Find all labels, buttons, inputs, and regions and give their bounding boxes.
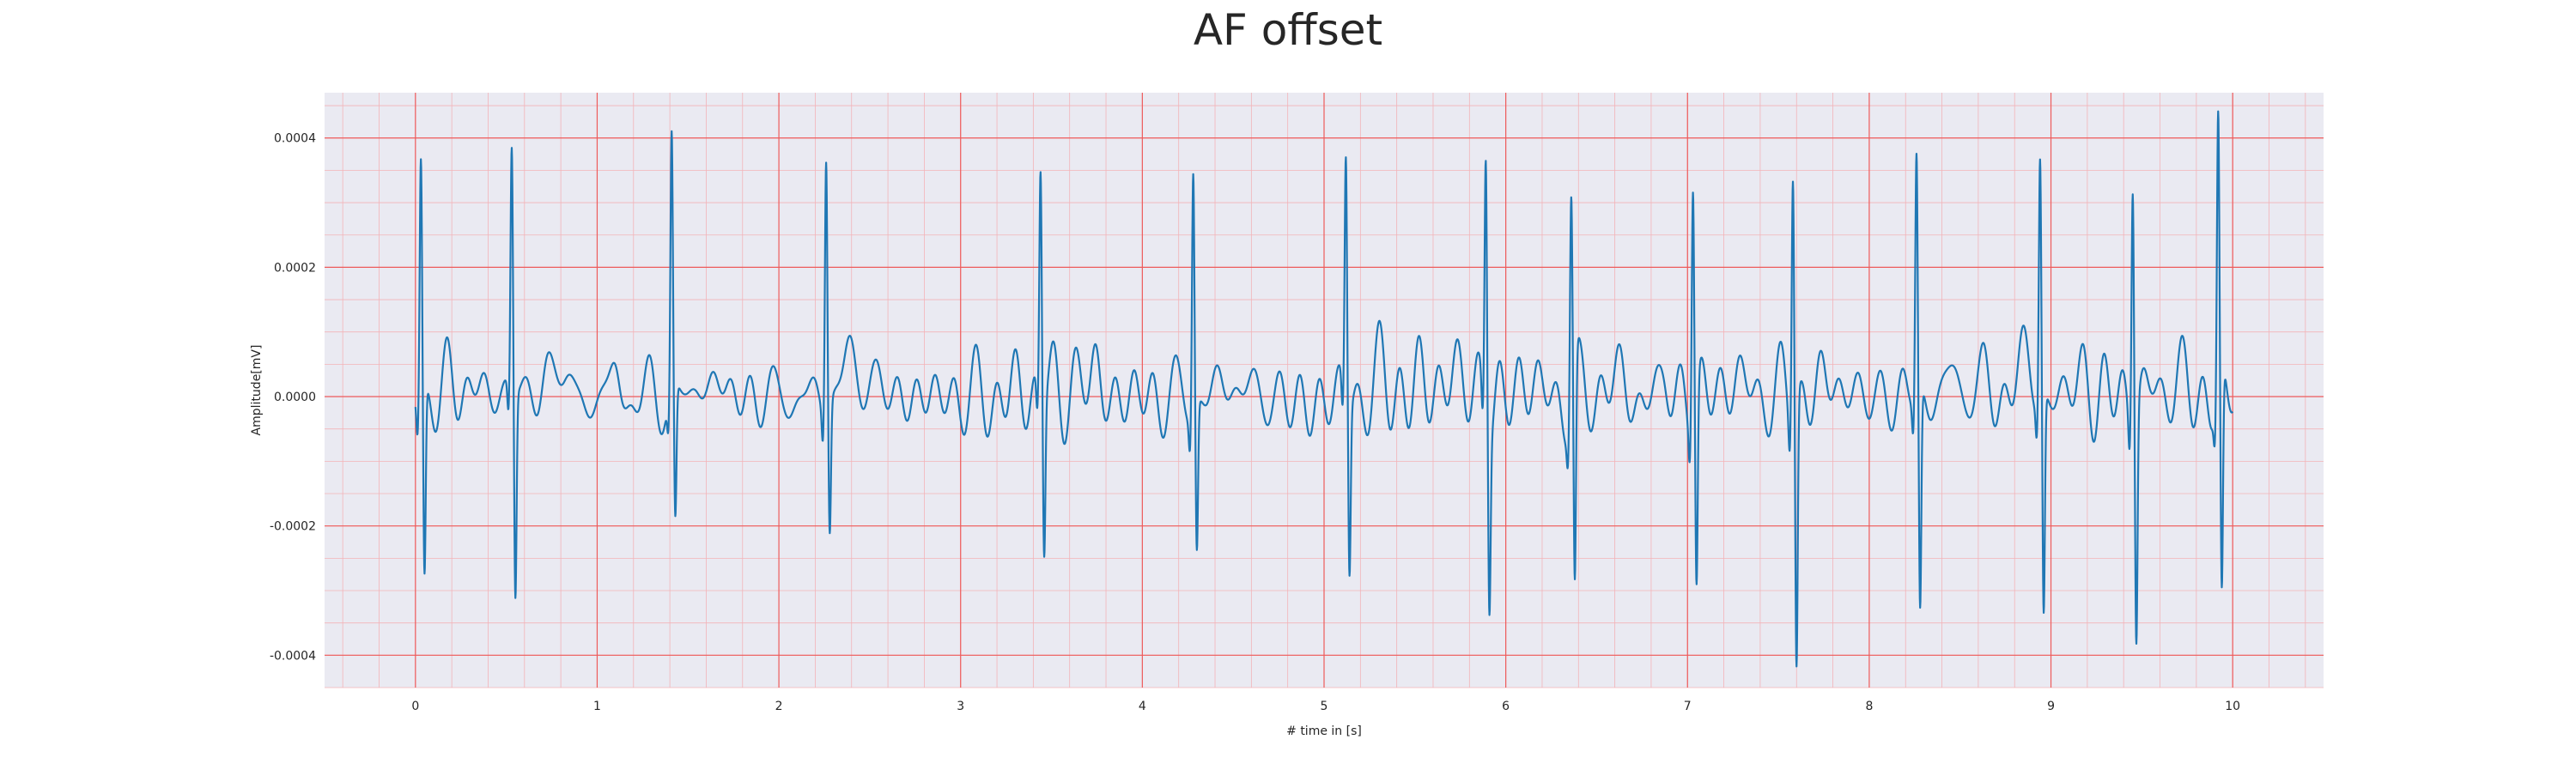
x-tick-label: 5 (1321, 700, 1328, 713)
y-tick-label: 0.0002 (274, 261, 316, 275)
x-tick-label: 4 (1139, 700, 1146, 713)
x-tick-label: 0 (411, 700, 419, 713)
x-axis-label: # time in [s] (1286, 724, 1362, 738)
plot-area: 0 1 2 3 4 5 6 7 8 9 10 -0.0004 -0.0002 0.0000 0.0002 0.… (270, 93, 2324, 713)
x-tick-label: 10 (2225, 700, 2240, 713)
tick-labels: 0 1 2 3 4 5 6 7 8 9 10 -0.0004 -0.0002 0.0000 0.0002 0.… (270, 132, 2240, 713)
chart-title: AF offset (1194, 5, 1382, 55)
y-tick-label: 0.0000 (274, 391, 316, 404)
x-tick-label: 7 (1684, 700, 1692, 713)
x-tick-label: 3 (957, 700, 964, 713)
y-tick-label: -0.0004 (270, 649, 316, 663)
x-tick-label: 2 (775, 700, 783, 713)
x-tick-label: 1 (593, 700, 601, 713)
y-axis-label: Amplitude[mV] (250, 345, 264, 436)
y-tick-label: -0.0002 (270, 520, 316, 534)
x-tick-label: 8 (1865, 700, 1873, 713)
ecg-series-line-0 (414, 110, 2234, 668)
x-tick-label: 9 (2047, 700, 2055, 713)
x-tick-label: 6 (1502, 700, 1510, 713)
y-tick-label: 0.0004 (274, 132, 316, 146)
